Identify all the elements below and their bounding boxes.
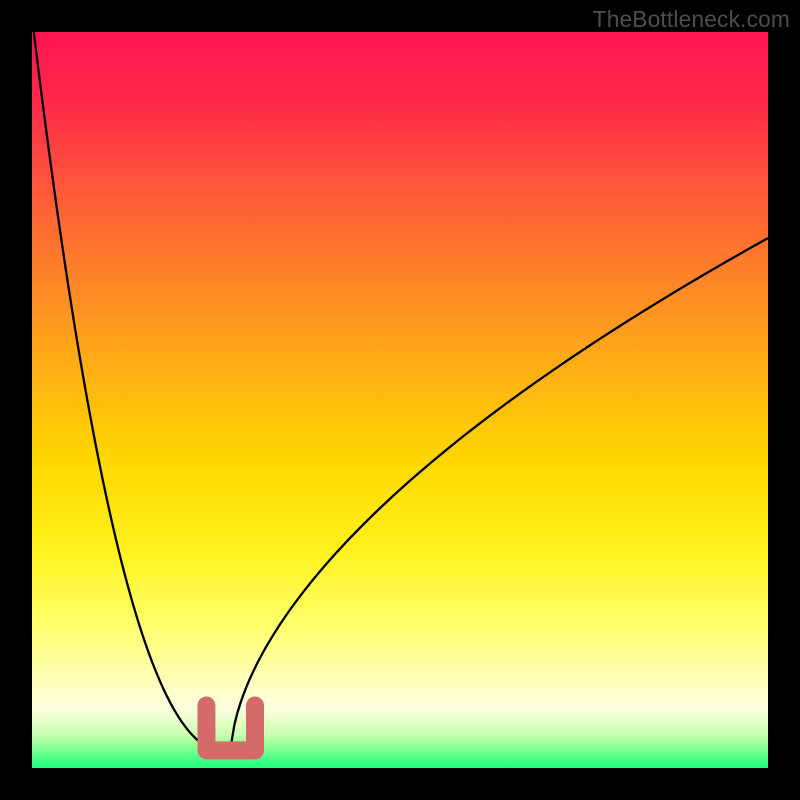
watermark-text: TheBottleneck.com [593,6,790,33]
bottleneck-chart [0,0,800,800]
